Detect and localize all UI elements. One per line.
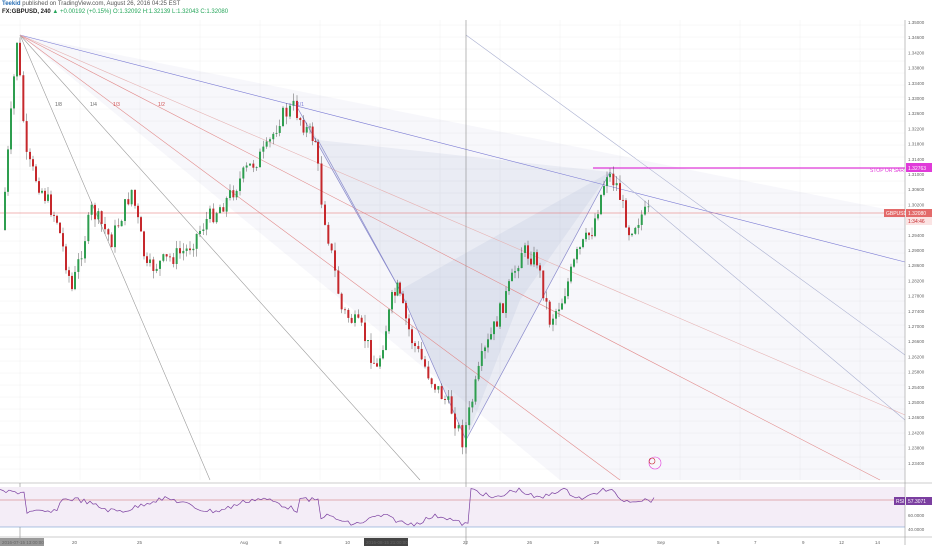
rsi-line bbox=[0, 487, 655, 527]
fan-shade bbox=[20, 35, 905, 480]
publish-info: published on TradingView.com, August 26,… bbox=[22, 1, 181, 7]
time-axis-label: 10 bbox=[345, 540, 351, 545]
svg-text:RSI: RSI bbox=[896, 499, 904, 505]
symbol-title: FX:GBPUSD, 240 bbox=[2, 9, 51, 15]
price-axis-label: 1.32600 bbox=[908, 111, 925, 116]
price-axis-label: 1.27400 bbox=[908, 309, 925, 314]
stop-label: STOP OR SAR bbox=[870, 168, 904, 174]
price-axis-label: 1.25800 bbox=[908, 370, 925, 375]
time-axis-label: 12 bbox=[839, 540, 845, 545]
price-axis-label: 1.33800 bbox=[908, 66, 925, 71]
svg-text:1.32763: 1.32763 bbox=[908, 166, 926, 172]
fib-label-1-3: 1/3 bbox=[113, 102, 120, 108]
price-axis-label: 1.28600 bbox=[908, 263, 925, 268]
price-axis-label: 1.23800 bbox=[908, 446, 925, 451]
time-axis-label: 9 bbox=[802, 540, 805, 545]
price-axis-label: 1.24200 bbox=[908, 430, 925, 435]
time-axis-label: 14 bbox=[875, 540, 881, 545]
time-axis-label: 20 bbox=[72, 540, 78, 545]
svg-text:57.3071: 57.3071 bbox=[908, 499, 926, 505]
price-axis-label: 1.27800 bbox=[908, 294, 925, 299]
fan-lines bbox=[19, 34, 906, 481]
time-axis[interactable]: 2016-07-15 13:00:00 20 25 Aug 8 10 2016-08-15 … bbox=[0, 538, 881, 546]
rsi-axis-60: 60.0000 bbox=[908, 513, 925, 518]
time-axis-label: 5 bbox=[717, 540, 720, 545]
ohlc-values: O:1.32092 H:1.32139 L:1.32043 C:1.32080 bbox=[113, 9, 229, 15]
stop-price-tag: 1.32763 bbox=[906, 163, 932, 172]
price-axis-label: 1.31800 bbox=[908, 142, 925, 147]
candles bbox=[4, 37, 650, 455]
svg-text:1.32080: 1.32080 bbox=[908, 211, 926, 217]
price-axis-label: 1.24600 bbox=[908, 415, 925, 420]
pattern-outline bbox=[296, 106, 611, 441]
price-axis-label: 1.30600 bbox=[908, 187, 925, 192]
time-axis-label: Sep bbox=[657, 540, 666, 545]
svg-text:1:34:46: 1:34:46 bbox=[908, 219, 925, 225]
time-axis-label: 29 bbox=[594, 540, 600, 545]
price-axis-label: 1.35000 bbox=[908, 20, 925, 25]
last-price-tag: 1.32080 bbox=[906, 209, 932, 217]
price-axis-label: 1.34200 bbox=[908, 50, 925, 55]
price-axis-label: 1.25000 bbox=[908, 400, 925, 405]
time-axis-label: 2016-07-15 13:00:00 bbox=[2, 540, 44, 545]
symbol-tag: GBPUSD bbox=[884, 209, 908, 217]
price-axis-label: 1.33400 bbox=[908, 81, 925, 86]
chart-header: Teekid published on TradingView.com, Aug… bbox=[2, 0, 702, 20]
price-axis-label: 1.26600 bbox=[908, 339, 925, 344]
time-axis-label: Aug bbox=[240, 540, 249, 545]
rsi-tag: RSI 57.3071 bbox=[894, 497, 932, 505]
fib-label-1-4: 1/4 bbox=[90, 102, 97, 108]
fib-label-1-2: 1/2 bbox=[158, 102, 165, 108]
price-axis-label: 1.34600 bbox=[908, 35, 925, 40]
rsi-axis-40: 40.0000 bbox=[908, 527, 925, 532]
price-axis-label: 1.25400 bbox=[908, 385, 925, 390]
time-axis-label: 22 bbox=[463, 540, 469, 545]
time-axis-label: 25 bbox=[137, 540, 143, 545]
price-axis-label: 1.32200 bbox=[908, 126, 925, 131]
price-change: ▲ +0.00192 (+0.15%) bbox=[52, 9, 112, 15]
event-icon[interactable] bbox=[648, 456, 662, 470]
fib-label-1-1: 1/1 bbox=[297, 102, 304, 108]
fib-label-1-8: 1/8 bbox=[55, 102, 62, 108]
grid-lines bbox=[0, 20, 905, 480]
time-axis-label: 8 bbox=[279, 540, 282, 545]
price-axis-label: 1.23400 bbox=[908, 461, 925, 466]
price-axis-label: 1.26200 bbox=[908, 354, 925, 359]
author-name[interactable]: Teekid bbox=[2, 1, 21, 7]
pattern-leg bbox=[317, 139, 401, 291]
price-axis-label: 1.31400 bbox=[908, 157, 925, 162]
price-axis-label: 1.29400 bbox=[908, 233, 925, 238]
rsi-band bbox=[0, 487, 905, 527]
price-axis-label: 1.29000 bbox=[908, 248, 925, 253]
time-axis-label: 2016-08-15 21:00:00 bbox=[366, 540, 408, 545]
price-axis-label: 1.27000 bbox=[908, 324, 925, 329]
price-axis-label: 1.28200 bbox=[908, 278, 925, 283]
time-axis-label: 26 bbox=[527, 540, 533, 545]
pattern-bcd bbox=[318, 140, 610, 440]
time-axis-label: 7 bbox=[754, 540, 757, 545]
price-axis-label: 1.30200 bbox=[908, 202, 925, 207]
countdown-tag: 1:34:46 bbox=[906, 217, 932, 225]
price-axis-label: 1.33000 bbox=[908, 96, 925, 101]
price-axis-label: 1.31000 bbox=[908, 172, 925, 177]
price-axis[interactable]: 1.35000 1.34600 1.34200 1.33800 1.33400 1.330… bbox=[908, 20, 925, 466]
svg-text:GBPUSD: GBPUSD bbox=[886, 211, 908, 217]
